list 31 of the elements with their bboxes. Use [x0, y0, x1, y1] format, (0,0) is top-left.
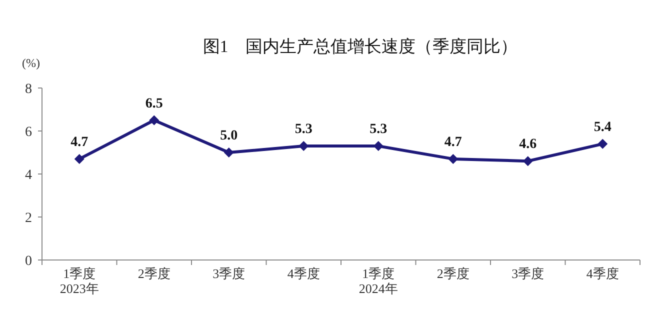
- point: [598, 138, 608, 149]
- point: [149, 115, 160, 126]
- data-label: 6.5: [145, 96, 163, 112]
- point: [298, 141, 309, 152]
- y-tick-label: 4: [25, 168, 32, 183]
- point: [522, 156, 533, 166]
- x-tick-label: 4季度: [586, 266, 619, 281]
- x-tick-label: 1季度 2023年: [60, 266, 99, 296]
- data-label: 5.0: [220, 128, 238, 144]
- y-tick-label: 2: [25, 211, 32, 226]
- y-tick-label: 6: [25, 125, 32, 140]
- y-tick-label: 8: [25, 82, 32, 97]
- data-label: 4.7: [444, 134, 462, 150]
- x-tick-label: 3季度: [512, 266, 544, 281]
- y-tick-label: 0: [25, 254, 32, 269]
- data-label: 4.6: [519, 137, 537, 152]
- data-label: 4.7: [70, 134, 88, 150]
- point: [74, 154, 84, 164]
- chart-title: 图1 国内生产总值增长速度（季度同比）: [202, 37, 518, 56]
- x-tick-label: 3季度: [212, 266, 246, 281]
- data-label: 5.4: [594, 120, 612, 135]
- x-tick-label: 4季度: [287, 266, 320, 281]
- x-tick-label: 2季度: [138, 266, 170, 281]
- y-axis-title: (%): [22, 56, 40, 70]
- data-label: 5.3: [294, 122, 312, 138]
- point: [373, 141, 384, 152]
- data-label: 5.3: [370, 122, 388, 138]
- x-tick-label: 1季度 2024年: [358, 266, 398, 296]
- point: [448, 154, 458, 164]
- x-tick-label: 2季度: [436, 266, 470, 281]
- point: [224, 148, 234, 158]
